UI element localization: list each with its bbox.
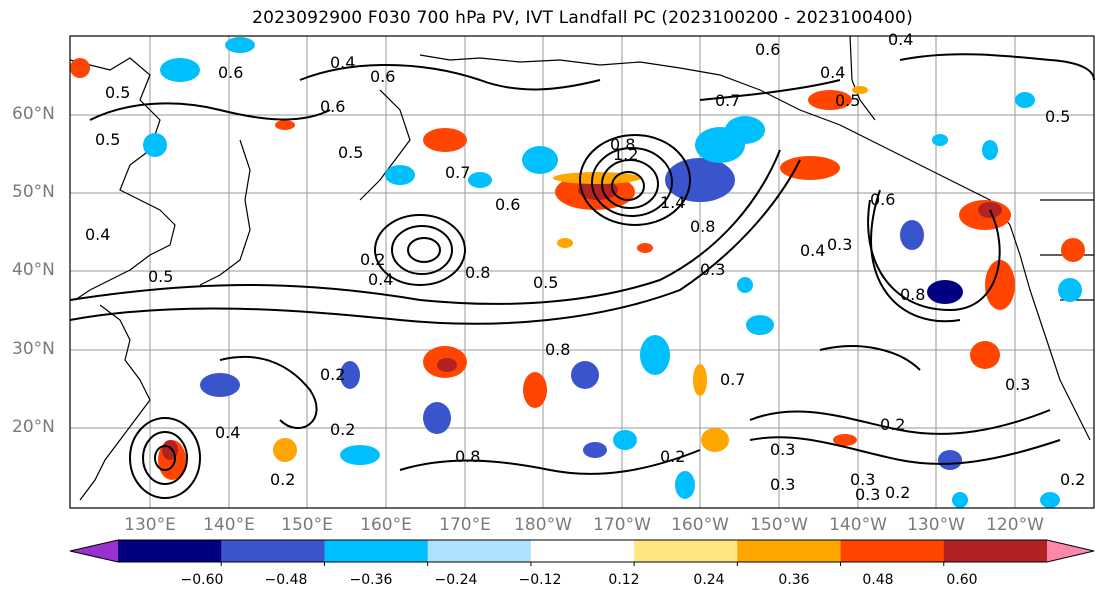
contour-label: 0.3 xyxy=(770,475,795,494)
colorbar-extend-low xyxy=(70,540,118,562)
lat-label: 60°N xyxy=(12,104,55,124)
contour-label: 0.4 xyxy=(888,30,913,49)
contour-label: 0.5 xyxy=(95,130,120,149)
contour-label: 0.5 xyxy=(835,91,860,110)
colorbar-outline xyxy=(69,539,1095,563)
colorbar-segment xyxy=(427,540,532,562)
contour-label: 0.5 xyxy=(148,267,173,286)
contour-label: 0.6 xyxy=(370,67,395,86)
lon-label: 140°W xyxy=(829,515,887,535)
contour-label: 0.5 xyxy=(105,83,130,102)
coastlines xyxy=(69,35,1094,501)
contour-label: 1.4 xyxy=(660,193,685,212)
contour-label: 0.7 xyxy=(445,163,470,182)
contour-label: 0.2 xyxy=(320,365,345,384)
contour-label: 0.3 xyxy=(700,260,725,279)
lon-label: 150°W xyxy=(750,515,808,535)
contour-label: 0.3 xyxy=(855,485,880,504)
colorbar xyxy=(69,539,1095,566)
colorbar-segment xyxy=(221,540,325,562)
colorbar-tick-label: 0.24 xyxy=(693,572,725,588)
contour-label: 0.2 xyxy=(660,447,685,466)
colorbar-segment xyxy=(943,540,1048,562)
colorbar-segment xyxy=(737,540,842,562)
lat-label: 30°N xyxy=(12,339,55,359)
contour-label: 0.3 xyxy=(827,235,852,254)
lon-label: 120°W xyxy=(986,515,1044,535)
contour-label: 0.2 xyxy=(270,470,295,489)
contour-label: 0.5 xyxy=(1045,107,1070,126)
contour-label: 0.3 xyxy=(850,470,875,489)
lon-label: 160°E xyxy=(360,515,412,535)
colorbar-tick-label: 0.60 xyxy=(946,572,978,588)
contour-label: 0.6 xyxy=(870,190,895,209)
contour-label: 0.3 xyxy=(770,440,795,459)
contour-label: 0.7 xyxy=(715,91,740,110)
lon-label: 160°W xyxy=(671,515,729,535)
contour-label: 0.3 xyxy=(1005,375,1030,394)
colorbar-segment xyxy=(840,540,945,562)
shading-patches xyxy=(70,37,1085,508)
lon-label: 170°W xyxy=(593,515,651,535)
contour-label: 0.2 xyxy=(885,483,910,502)
contour-label: 0.2 xyxy=(330,420,355,439)
contour-label: 0.2 xyxy=(880,415,905,434)
colorbar-segment xyxy=(118,540,222,562)
colorbar-tick-label: −0.24 xyxy=(434,572,478,588)
contour-label: 0.8 xyxy=(465,263,490,282)
lat-label: 20°N xyxy=(12,417,55,437)
contour-label: 0.8 xyxy=(690,217,715,236)
colorbar-tick-label: −0.60 xyxy=(180,572,224,588)
lon-label: 150°E xyxy=(281,515,333,535)
contour-labels: 0.40.50.60.60.50.70.60.50.40.50.40.81.21… xyxy=(85,30,1085,504)
lat-label: 40°N xyxy=(12,260,55,280)
colorbar-tick-label: 0.36 xyxy=(778,572,810,588)
contour-label: 0.4 xyxy=(368,270,393,289)
contour-label: 0.8 xyxy=(610,135,635,154)
contour-label: 0.6 xyxy=(320,97,345,116)
contour-label: 1.2 xyxy=(613,145,638,164)
lat-label: 50°N xyxy=(12,182,55,202)
contour-label: 0.5 xyxy=(338,143,363,162)
contour-label: 0.4 xyxy=(330,53,355,72)
contour-label: 0.8 xyxy=(455,447,480,466)
map-frame xyxy=(69,35,1095,509)
colorbar-tick-label: −0.36 xyxy=(349,572,393,588)
lon-label: 130°W xyxy=(907,515,965,535)
contour-label: 0.4 xyxy=(820,63,845,82)
contour-label: 0.4 xyxy=(215,423,240,442)
colorbar-tick-label: −0.12 xyxy=(518,572,562,588)
lon-label: 130°E xyxy=(124,515,176,535)
colorbar-tick-label: 0.48 xyxy=(862,572,894,588)
colorbar-tick-label: 0.12 xyxy=(608,572,640,588)
lon-label: 180°W xyxy=(514,515,572,535)
colorbar-extend-high xyxy=(1047,540,1094,562)
contour-label: 0.8 xyxy=(545,340,570,359)
contour-label: 0.4 xyxy=(85,225,110,244)
contour-label: 0.2 xyxy=(360,250,385,269)
lon-label: 170°E xyxy=(439,515,491,535)
contour-label: 0.2 xyxy=(1060,470,1085,489)
pv-contours xyxy=(69,53,1095,499)
colorbar-segment xyxy=(634,540,738,562)
colorbar-segment xyxy=(324,540,429,562)
figure-title: 2023092900 F030 700 hPa PV, IVT Landfall… xyxy=(252,8,913,28)
contour-label: 0.6 xyxy=(755,40,780,59)
lon-label: 140°E xyxy=(203,515,255,535)
contour-label: 0.7 xyxy=(720,370,745,389)
contour-label: 0.5 xyxy=(533,273,558,292)
contour-label: 0.4 xyxy=(800,241,825,260)
contour-label: 0.6 xyxy=(495,195,520,214)
contour-label: 0.6 xyxy=(218,63,243,82)
colorbar-tick-label: −0.48 xyxy=(264,572,308,588)
contour-label: 0.8 xyxy=(900,285,925,304)
colorbar-segment xyxy=(530,540,635,562)
